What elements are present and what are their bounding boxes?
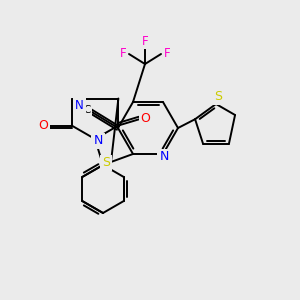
Text: N: N [93, 134, 103, 148]
Text: F: F [120, 46, 126, 59]
Text: N: N [75, 98, 84, 112]
Text: F: F [142, 34, 148, 47]
Text: S: S [102, 157, 110, 169]
Text: S: S [214, 91, 222, 103]
Text: O: O [140, 112, 150, 125]
Text: O: O [39, 119, 49, 132]
Text: N: N [159, 151, 169, 164]
Text: C: C [83, 105, 90, 115]
Text: F: F [164, 46, 170, 59]
